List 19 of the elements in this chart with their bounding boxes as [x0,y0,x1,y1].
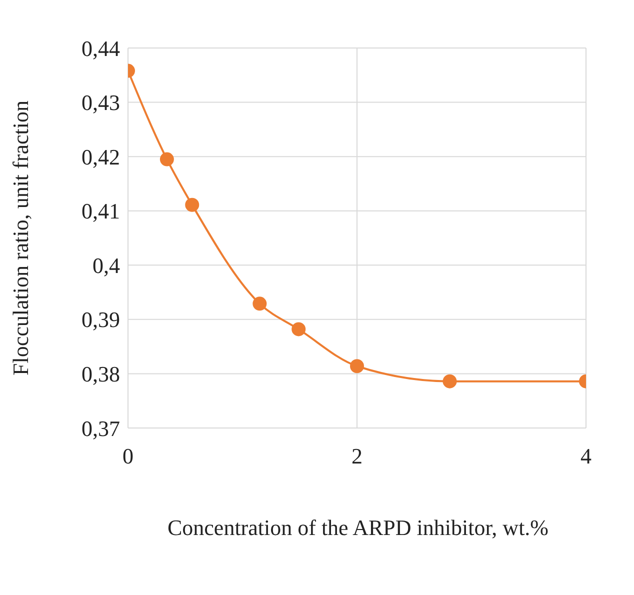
y-tick-label: 0,42 [82,144,120,170]
point [350,359,364,374]
x-axis-title: Concentration of the ARPD inhibitor, wt.% [166,514,550,542]
point [160,152,174,166]
y-tick-label: 0,41 [82,198,120,224]
y-tick-label: 0,39 [82,307,120,332]
point [292,322,306,336]
x-tick-label: 2 [352,444,362,469]
y-tick-label: 0,38 [82,362,120,387]
point [252,296,267,311]
y-tick-label: 0,4 [92,252,120,278]
y-axis-title: Flocculation ratio, unit fraction [8,100,33,376]
x-tick-label: 4 [580,444,592,469]
point [185,198,200,212]
y-tick-label: 0,44 [82,36,120,61]
x-tick-label: 0 [122,444,134,469]
y-tick-label: 0,43 [82,90,120,116]
point [442,374,457,388]
y-tick-label: 0,37 [82,416,120,441]
